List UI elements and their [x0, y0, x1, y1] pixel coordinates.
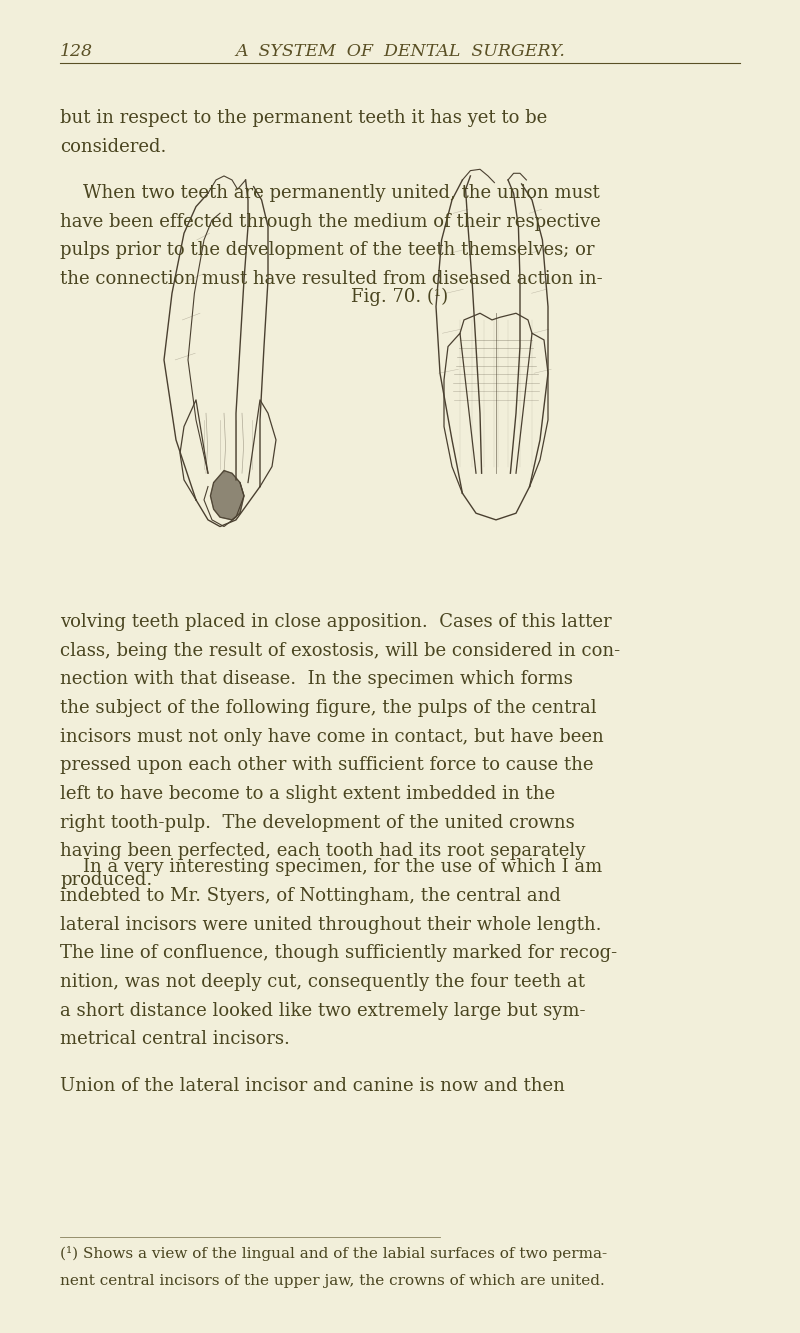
Text: lateral incisors were united throughout their whole length.: lateral incisors were united throughout … — [60, 916, 602, 934]
Text: left to have become to a slight extent imbedded in the: left to have become to a slight extent i… — [60, 785, 555, 804]
Text: indebted to Mr. Styers, of Nottingham, the central and: indebted to Mr. Styers, of Nottingham, t… — [60, 888, 561, 905]
Text: having been perfected, each tooth had its root separately: having been perfected, each tooth had it… — [60, 842, 586, 861]
Text: Union of the lateral incisor and canine is now and then: Union of the lateral incisor and canine … — [60, 1077, 565, 1096]
Text: 128: 128 — [60, 43, 93, 60]
Text: the connection must have resulted from diseased action in-: the connection must have resulted from d… — [60, 269, 602, 288]
Text: pressed upon each other with sufficient force to cause the: pressed upon each other with sufficient … — [60, 756, 594, 774]
Text: volving teeth placed in close apposition.  Cases of this latter: volving teeth placed in close apposition… — [60, 613, 612, 632]
Polygon shape — [210, 471, 244, 520]
Text: In a very interesting specimen, for the use of which I am: In a very interesting specimen, for the … — [60, 858, 602, 877]
Text: nition, was not deeply cut, consequently the four teeth at: nition, was not deeply cut, consequently… — [60, 973, 585, 992]
Text: a short distance looked like two extremely large but sym-: a short distance looked like two extreme… — [60, 1002, 586, 1020]
Text: have been effected through the medium of their respective: have been effected through the medium of… — [60, 212, 601, 231]
Text: right tooth-pulp.  The development of the united crowns: right tooth-pulp. The development of the… — [60, 813, 574, 832]
Text: nection with that disease.  In the specimen which forms: nection with that disease. In the specim… — [60, 670, 573, 689]
Text: A  SYSTEM  OF  DENTAL  SURGERY.: A SYSTEM OF DENTAL SURGERY. — [235, 43, 565, 60]
Text: The line of confluence, though sufficiently marked for recog-: The line of confluence, though sufficien… — [60, 945, 617, 962]
Text: Fig. 70. (¹): Fig. 70. (¹) — [351, 288, 449, 307]
Text: When two teeth are permanently united, the union must: When two teeth are permanently united, t… — [60, 184, 600, 203]
Text: metrical central incisors.: metrical central incisors. — [60, 1030, 290, 1049]
Text: but in respect to the permanent teeth it has yet to be: but in respect to the permanent teeth it… — [60, 109, 547, 128]
Text: considered.: considered. — [60, 137, 166, 156]
Text: (¹) Shows a view of the lingual and of the labial surfaces of two perma-: (¹) Shows a view of the lingual and of t… — [60, 1246, 607, 1261]
Text: the subject of the following figure, the pulps of the central: the subject of the following figure, the… — [60, 698, 597, 717]
Text: incisors must not only have come in contact, but have been: incisors must not only have come in cont… — [60, 728, 604, 746]
Text: nent central incisors of the upper jaw, the crowns of which are united.: nent central incisors of the upper jaw, … — [60, 1274, 605, 1289]
Text: pulps prior to the development of the teeth themselves; or: pulps prior to the development of the te… — [60, 241, 594, 260]
Text: produced.: produced. — [60, 872, 152, 889]
Text: class, being the result of exostosis, will be considered in con-: class, being the result of exostosis, wi… — [60, 641, 620, 660]
